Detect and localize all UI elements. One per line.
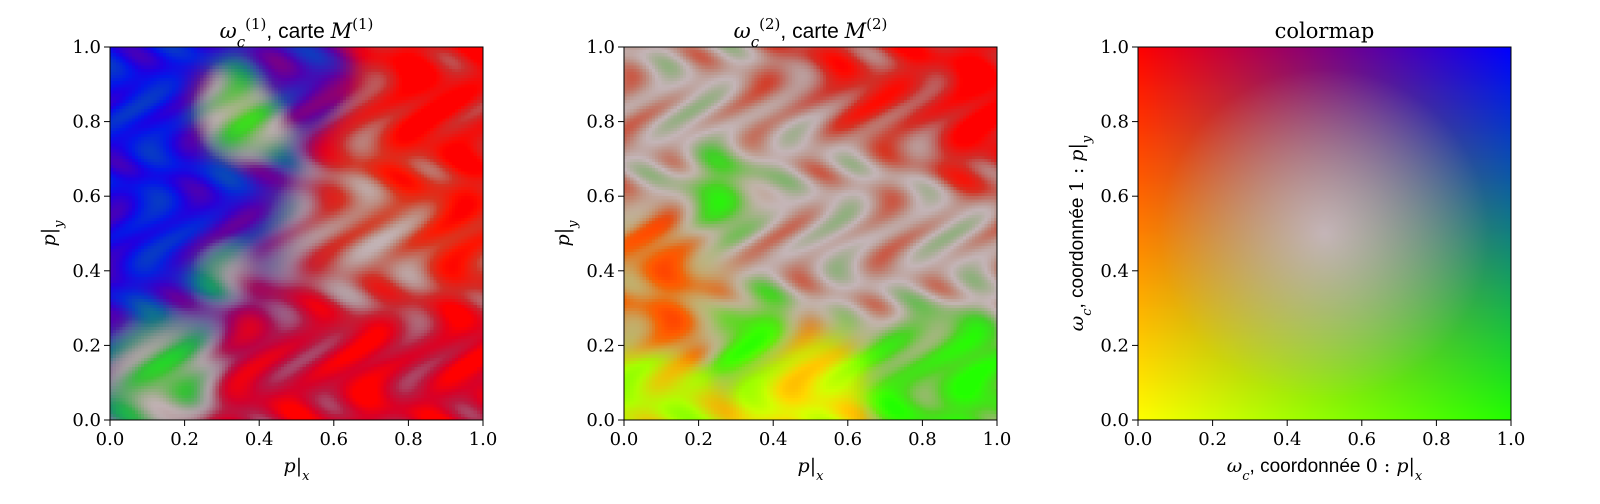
x-tick-label: 0.8 bbox=[908, 429, 937, 450]
y-tick-label: 0.2 bbox=[72, 335, 101, 356]
y-tick-label: 0.0 bbox=[1100, 410, 1129, 431]
panel-title: ωc(2), carte M(2) bbox=[734, 15, 888, 51]
x-tick-label: 0.8 bbox=[394, 429, 423, 450]
panel-3: 0.0 0.2 0.4 0.6 0.8 1.0 0.0 0.2 0.4 0.6 0.8 1.0 colo… bbox=[1066, 19, 1525, 484]
y-tick-label: 0.2 bbox=[586, 335, 615, 356]
y-tick-label: 0.4 bbox=[586, 261, 615, 282]
axes-frame bbox=[623, 46, 998, 421]
x-tick-label: 0.4 bbox=[245, 429, 274, 450]
y-tick-label: 1.0 bbox=[1100, 37, 1129, 58]
x-tick-label: 0.6 bbox=[833, 429, 862, 450]
y-tick-label: 1.0 bbox=[586, 37, 615, 58]
y-tick-label: 0.2 bbox=[1100, 335, 1129, 356]
x-tick-label: 0.2 bbox=[684, 429, 713, 450]
panel-1: 0.0 0.2 0.4 0.6 0.8 1.0 0.0 0.2 0.4 0.6 0.8 1.0 ωc(1… bbox=[38, 15, 497, 484]
y-tick-label: 0.6 bbox=[586, 186, 615, 207]
x-axis-label: p|x bbox=[284, 455, 311, 484]
x-axis-label: p|x bbox=[798, 455, 825, 484]
y-axis-label: ωc, coordonnée 1 : p|y bbox=[1066, 135, 1095, 331]
x-tick-label: 0.0 bbox=[610, 429, 639, 450]
y-tick-label: 0.8 bbox=[1100, 112, 1129, 133]
x-tick-label: 0.6 bbox=[319, 429, 348, 450]
y-tick-label: 0.4 bbox=[72, 261, 101, 282]
y-tick-label: 0.0 bbox=[72, 410, 101, 431]
x-tick-label: 0.8 bbox=[1422, 429, 1451, 450]
panel-2: 0.0 0.2 0.4 0.6 0.8 1.0 0.0 0.2 0.4 0.6 0.8 1.0 ωc(2… bbox=[552, 15, 1011, 484]
x-tick-label: 0.4 bbox=[1273, 429, 1302, 450]
x-tick-label: 0.0 bbox=[1124, 429, 1153, 450]
x-tick-label: 0.4 bbox=[759, 429, 788, 450]
x-tick-label: 0.0 bbox=[96, 429, 125, 450]
x-tick-label: 1.0 bbox=[983, 429, 1012, 450]
x-axis-label: ωc, coordonnée 0 : p|x bbox=[1227, 455, 1423, 484]
y-tick-label: 0.8 bbox=[72, 112, 101, 133]
y-tick-label: 0.0 bbox=[586, 410, 615, 431]
y-tick-label: 0.4 bbox=[1100, 261, 1129, 282]
panel-title: ωc(1), carte M(1) bbox=[220, 15, 374, 51]
y-tick-label: 0.6 bbox=[1100, 186, 1129, 207]
heatmap-image-3 bbox=[1138, 47, 1511, 420]
heatmap-image-2 bbox=[624, 47, 997, 420]
x-tick-label: 0.2 bbox=[1198, 429, 1227, 450]
x-tick-label: 1.0 bbox=[469, 429, 498, 450]
x-tick-label: 0.2 bbox=[170, 429, 199, 450]
heatmap-image-1 bbox=[110, 47, 483, 420]
y-axis-label: p|y bbox=[38, 220, 67, 247]
y-tick-label: 0.6 bbox=[72, 186, 101, 207]
y-tick-label: 0.8 bbox=[586, 112, 615, 133]
y-axis-label: p|y bbox=[552, 220, 581, 247]
axes-frame bbox=[1137, 46, 1512, 421]
axes-frame bbox=[109, 46, 484, 421]
panel-title: colormap bbox=[1275, 19, 1375, 43]
x-tick-label: 0.6 bbox=[1347, 429, 1376, 450]
y-tick-label: 1.0 bbox=[72, 37, 101, 58]
x-tick-label: 1.0 bbox=[1497, 429, 1526, 450]
